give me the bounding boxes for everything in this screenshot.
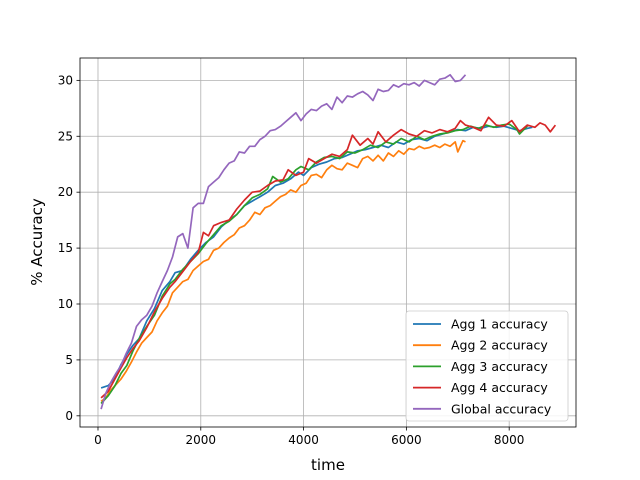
series-lines <box>100 73 557 410</box>
series-line-4 <box>100 116 557 399</box>
y-axis-label: % Accuracy <box>28 198 46 286</box>
axis-ticks: 0 2000 4000 6000 8000 0 5 10 15 20 25 30 <box>58 73 525 447</box>
x-tick-label: 0 <box>94 433 102 447</box>
x-axis-label: time <box>311 456 345 474</box>
legend: Agg 1 accuracy Agg 2 accuracy Agg 3 accura… <box>405 310 569 422</box>
x-tick-label: 6000 <box>391 433 422 447</box>
legend-label-2: Agg 2 accuracy <box>451 338 548 353</box>
y-tick-label: 25 <box>58 129 73 143</box>
legend-label-5: Global accuracy <box>451 401 552 416</box>
plot-frame <box>79 57 577 428</box>
y-tick-label: 5 <box>65 353 73 367</box>
series-line-3 <box>100 123 528 405</box>
grid-lines <box>80 58 576 427</box>
y-tick-label: 30 <box>58 73 73 87</box>
legend-label-3: Agg 3 accuracy <box>451 359 548 374</box>
x-tick-label: 2000 <box>186 433 217 447</box>
x-tick-label: 8000 <box>494 433 525 447</box>
series-line-2 <box>100 139 466 402</box>
legend-label-4: Agg 4 accuracy <box>451 380 548 395</box>
y-tick-label: 0 <box>65 409 73 423</box>
y-tick-label: 10 <box>58 297 73 311</box>
legend-box <box>405 310 569 422</box>
y-tick-label: 20 <box>58 185 73 199</box>
y-tick-label: 15 <box>58 241 73 255</box>
legend-label-1: Agg 1 accuracy <box>451 317 548 332</box>
series-line-5 <box>100 73 467 410</box>
x-tick-label: 4000 <box>288 433 319 447</box>
